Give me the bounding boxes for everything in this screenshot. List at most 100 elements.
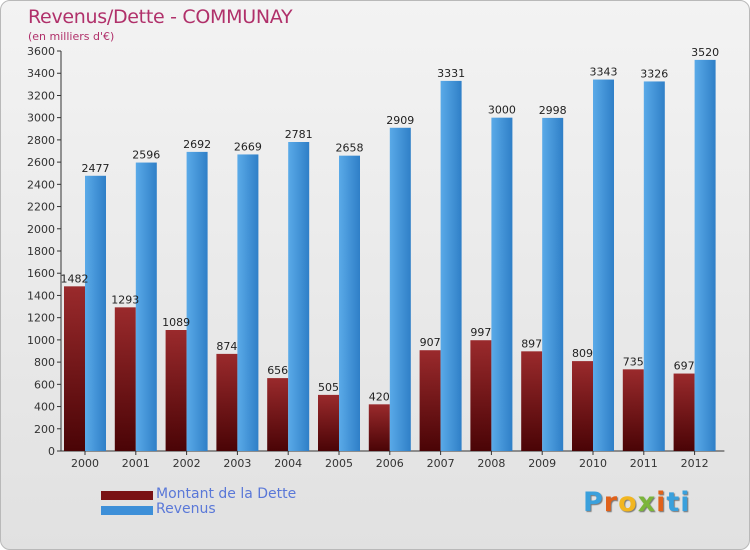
bar-debt	[419, 350, 441, 451]
data-labels: 1482 1293 1089 874 656 505 420 907 997 897 809 735 6…	[61, 46, 720, 403]
logo-letter: ti	[666, 487, 691, 518]
y-tick-label: 2400	[27, 178, 55, 191]
bar-debt	[216, 353, 238, 451]
x-axis: 2000 2001 2002 2003 2004 2005 2006 2007 2008 2009…	[61, 450, 725, 470]
y-tick-label: 3200	[27, 89, 55, 102]
y-tick-label: 1200	[27, 312, 55, 325]
y-axis: 0 200 400 600 800 1000 1200 1400 1600 1800 2000 220…	[27, 45, 62, 458]
bar-debt	[521, 351, 543, 451]
bar-revenus	[389, 127, 411, 452]
x-tick-label: 2012	[681, 457, 709, 470]
data-label: 3326	[640, 67, 668, 80]
y-tick-label: 2800	[27, 134, 55, 147]
y-tick-label: 1800	[27, 245, 55, 258]
y-tick-label: 0	[48, 445, 55, 458]
bar-debt	[267, 378, 289, 451]
data-label: 907	[420, 336, 441, 349]
bar-debt	[622, 369, 644, 451]
logo-letter: i	[656, 487, 667, 518]
x-tick-label: 2009	[528, 457, 556, 470]
bar-revenus	[440, 80, 462, 451]
x-tick-label: 2006	[376, 457, 404, 470]
data-label: 2781	[285, 128, 313, 141]
y-tick-label: 1400	[27, 289, 55, 302]
bar-revenus	[135, 162, 157, 452]
proxiti-logo: Proxiti	[583, 487, 691, 518]
data-label: 874	[216, 340, 237, 353]
bar-debt	[318, 394, 339, 451]
y-tick-label: 200	[34, 423, 55, 436]
y-tick-label: 800	[34, 356, 55, 369]
y-tick-label: 3000	[27, 112, 55, 125]
logo-letter: o	[618, 487, 638, 518]
y-tick-label: 1600	[27, 267, 55, 280]
x-tick-label: 2011	[630, 457, 658, 470]
data-label: 2692	[183, 138, 211, 151]
data-label: 1089	[162, 316, 190, 329]
legend-label-revenus: Revenus	[156, 501, 216, 517]
data-label: 2998	[539, 104, 567, 117]
y-tick-label: 400	[34, 401, 55, 414]
bar-revenus	[593, 79, 614, 452]
data-label: 697	[674, 360, 695, 373]
data-label: 997	[470, 326, 491, 339]
logo-letter: r	[603, 487, 619, 518]
data-label: 2658	[336, 142, 364, 155]
x-tick-label: 2005	[325, 457, 353, 470]
data-label: 1293	[111, 293, 139, 306]
logo-letter: x	[637, 487, 657, 518]
x-tick-label: 2002	[173, 457, 201, 470]
y-tick-label: 2000	[27, 223, 55, 236]
chart-subtitle: (en milliers d'€)	[28, 30, 115, 43]
data-label: 3343	[590, 66, 618, 79]
x-tick-label: 2004	[274, 457, 302, 470]
y-tick-label: 600	[34, 378, 55, 391]
bar-revenus	[237, 154, 259, 451]
data-label: 1482	[61, 272, 89, 285]
legend-swatch-revenus	[101, 506, 153, 515]
data-label: 3331	[437, 67, 465, 80]
data-label: 3520	[691, 46, 719, 59]
y-tick-label: 1000	[27, 334, 55, 347]
data-label: 2596	[132, 149, 160, 162]
bar-debt	[64, 286, 85, 451]
bar-debt	[368, 404, 390, 451]
bar-revenus	[288, 142, 310, 451]
x-tick-label: 2008	[477, 457, 505, 470]
x-tick-label: 2010	[579, 457, 607, 470]
data-label: 809	[572, 347, 593, 360]
x-tick-label: 2007	[427, 457, 455, 470]
x-tick-label: 2001	[122, 457, 150, 470]
legend-label-debt: Montant de la Dette	[156, 486, 297, 502]
bar-revenus	[339, 155, 360, 451]
bar-revenus	[186, 151, 208, 451]
bar-revenus	[542, 117, 564, 451]
bar-revenus	[491, 117, 513, 452]
y-tick-label: 3600	[27, 45, 55, 58]
legend-swatch-debt	[101, 491, 153, 500]
data-label: 2669	[234, 140, 262, 153]
x-tick-label: 2003	[223, 457, 251, 470]
data-label: 420	[369, 390, 390, 403]
data-label: 2477	[82, 162, 110, 175]
bar-debt	[470, 340, 492, 451]
bars	[64, 59, 716, 452]
bar-debt	[165, 330, 187, 451]
data-label: 2909	[386, 114, 414, 127]
logo-letter: P	[583, 487, 604, 518]
data-label: 897	[521, 337, 542, 350]
y-tick-label: 2200	[27, 201, 55, 214]
data-label: 656	[267, 364, 288, 377]
data-label: 735	[623, 355, 644, 368]
bar-revenus	[643, 81, 665, 451]
data-label: 505	[318, 381, 339, 394]
bar-debt	[572, 361, 593, 451]
data-label: 3000	[488, 104, 516, 117]
bar-debt	[114, 307, 136, 451]
bar-revenus	[85, 175, 106, 451]
x-tick-label: 2000	[71, 457, 99, 470]
y-tick-label: 3400	[27, 67, 55, 80]
bar-revenus	[694, 59, 716, 452]
